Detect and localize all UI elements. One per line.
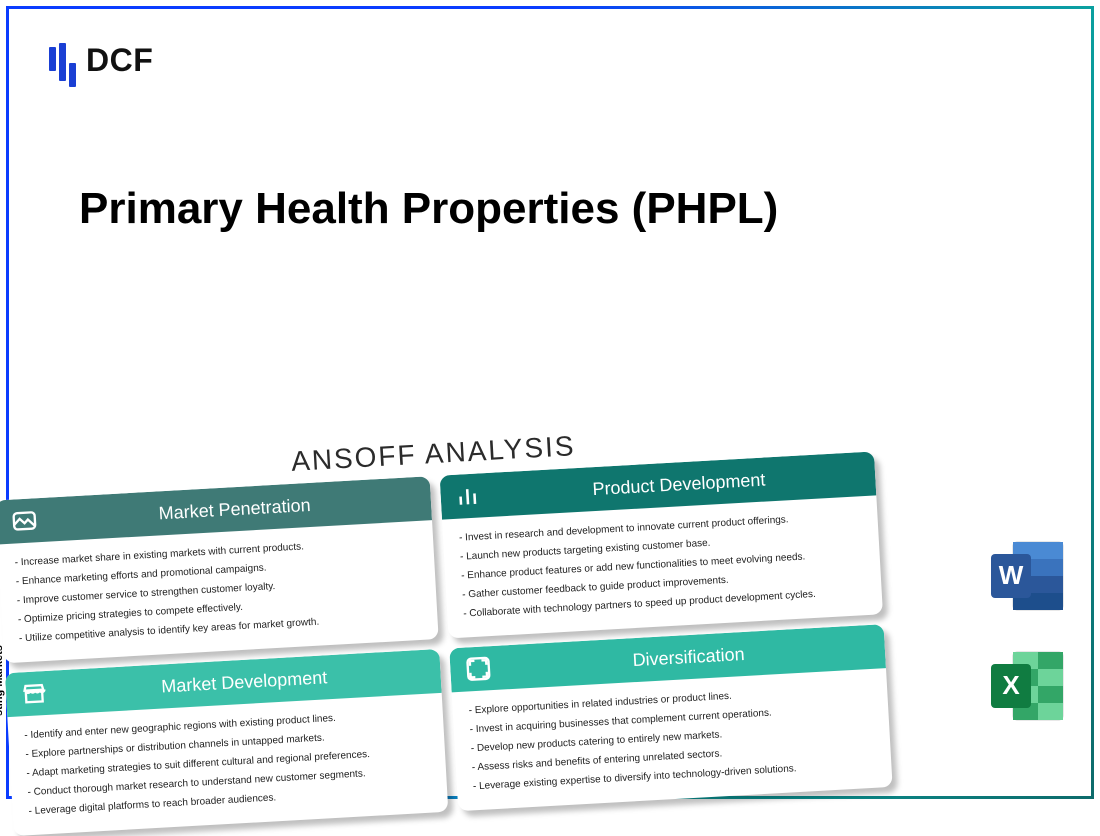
ansoff-card-body: - Explore opportunities in related indus… xyxy=(452,668,893,811)
svg-text:W: W xyxy=(999,560,1024,590)
ansoff-card: Market Development- Identify and enter n… xyxy=(5,649,448,836)
app-icons-group: W X xyxy=(987,536,1067,726)
ansoff-card: Market Penetration- Increase market shar… xyxy=(0,476,439,663)
ansoff-card-body: - Identify and enter new geographic regi… xyxy=(7,693,448,836)
side-rotated-text: sting Markets xyxy=(0,645,5,716)
ansoff-card-body: - Increase market share in existing mark… xyxy=(0,520,439,663)
expand-icon xyxy=(464,654,494,684)
word-icon: W xyxy=(987,536,1067,616)
excel-icon: X xyxy=(987,646,1067,726)
bars-icon xyxy=(454,481,484,511)
page-title: Primary Health Properties (PHPL) xyxy=(79,184,778,234)
store-icon xyxy=(19,679,49,709)
svg-text:X: X xyxy=(1002,670,1020,700)
logo-bars-icon xyxy=(49,39,76,81)
ansoff-card: Product Development- Invest in research … xyxy=(440,451,883,638)
brand-name: DCF xyxy=(86,42,153,79)
image-icon xyxy=(10,506,40,536)
ansoff-card-body: - Invest in research and development to … xyxy=(442,495,883,638)
ansoff-grid: Market Penetration- Increase market shar… xyxy=(0,451,893,836)
ansoff-analysis: ANSOFF ANALYSIS Market Penetration- Incr… xyxy=(0,413,893,836)
slide-frame: DCF Primary Health Properties (PHPL) ANS… xyxy=(6,6,1094,799)
brand-logo: DCF xyxy=(49,39,153,81)
ansoff-card: Diversification- Explore opportunities i… xyxy=(449,624,892,811)
